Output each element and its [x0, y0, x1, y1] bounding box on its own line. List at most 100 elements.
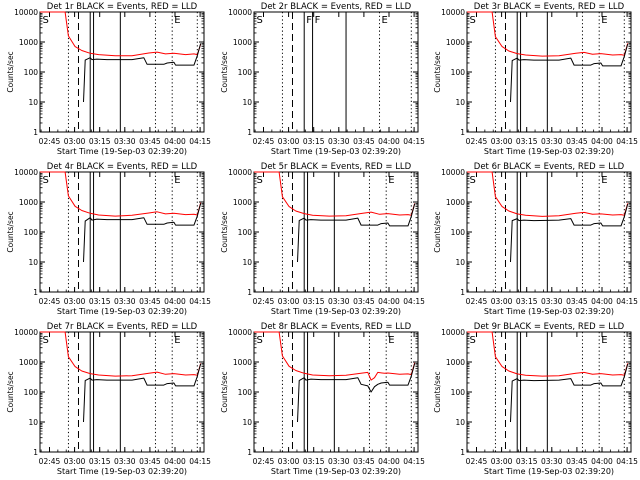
x-axis-label: Start Time (19-Sep-03 02:39:20) [57, 307, 187, 316]
y-tick-label: 10 [242, 258, 252, 267]
y-tick-label: 1 [460, 128, 465, 137]
x-tick-label: 03:45 [139, 457, 161, 466]
x-tick-label: 03:30 [328, 137, 350, 146]
y-tick-label: 1000 [19, 38, 38, 47]
x-axis-label: Start Time (19-Sep-03 02:39:20) [484, 307, 614, 316]
x-tick-label: 04:15 [616, 297, 638, 306]
panel-title: Det 9r BLACK = Events, RED = LLD [474, 322, 625, 332]
y-tick-label: 10000 [14, 168, 38, 177]
x-tick-label: 02:45 [253, 457, 275, 466]
x-tick-label: 02:45 [466, 137, 488, 146]
y-tick-label: 10000 [228, 168, 252, 177]
y-tick-label: 10 [455, 98, 465, 107]
chart-panel-6: Det 6r BLACK = Events, RED = LLD 1 10 100 10… [433, 162, 638, 316]
plot-frame [253, 331, 419, 453]
plot-frame [253, 171, 419, 293]
x-tick-label: 03:15 [89, 297, 111, 306]
x-tick-label: 03:00 [278, 457, 300, 466]
x-tick-label: 03:45 [566, 457, 588, 466]
panel-corner-label: S [43, 335, 49, 346]
y-axis-label: Counts/sec [220, 51, 229, 92]
plot-frame [466, 11, 632, 133]
marker-label: E [174, 15, 180, 26]
marker-label: E [174, 175, 180, 186]
x-tick-label: 02:45 [39, 457, 61, 466]
y-tick-label: 1000 [233, 198, 252, 207]
y-tick-label: 1 [460, 288, 465, 297]
x-tick-label: 03:15 [303, 137, 325, 146]
x-tick-label: 04:15 [189, 137, 211, 146]
marker-label: E [601, 335, 607, 346]
y-axis-label: Counts/sec [433, 371, 442, 412]
events-series-line [510, 363, 629, 423]
x-tick-label: 04:15 [189, 457, 211, 466]
panel-corner-label: S [43, 15, 49, 26]
x-tick-label: 03:30 [328, 297, 350, 306]
panel-title: Det 1r BLACK = Events, RED = LLD [47, 2, 198, 12]
y-tick-label: 1000 [233, 358, 252, 367]
x-tick-label: 03:15 [89, 457, 111, 466]
y-tick-label: 10000 [228, 328, 252, 337]
lld-series-line [40, 11, 202, 57]
marker-label: E [601, 15, 607, 26]
y-tick-label: 100 [238, 388, 253, 397]
chart-panel-8: Det 8r BLACK = Events, RED = LLD 1 10 100 10… [220, 322, 425, 476]
x-tick-label: 03:00 [278, 297, 300, 306]
y-tick-label: 10000 [14, 328, 38, 337]
x-tick-label: 03:30 [114, 457, 136, 466]
x-tick-label: 02:45 [253, 137, 275, 146]
x-tick-label: 03:45 [353, 457, 375, 466]
x-tick-label: 03:30 [541, 297, 563, 306]
x-tick-label: 04:15 [403, 137, 425, 146]
x-tick-label: 03:00 [491, 297, 513, 306]
x-axis-label: Start Time (19-Sep-03 02:39:20) [57, 467, 187, 476]
marker-label: E [174, 335, 180, 346]
y-tick-label: 10000 [14, 8, 38, 17]
x-tick-label: 03:00 [278, 137, 300, 146]
y-tick-label: 10 [242, 418, 252, 427]
chart-panel-2: Det 2r BLACK = Events, RED = LLD 1 10 100 10… [220, 2, 425, 156]
x-tick-label: 04:00 [591, 297, 613, 306]
chart-panel-7: Det 7r BLACK = Events, RED = LLD 1 10 100 10… [6, 322, 211, 476]
y-tick-label: 10 [28, 98, 38, 107]
x-tick-label: 04:00 [378, 297, 400, 306]
chart-panel-1: Det 1r BLACK = Events, RED = LLD 1 10 100 10… [6, 2, 211, 156]
panel-corner-label: S [257, 335, 263, 346]
panel-corner-label: S [470, 175, 476, 186]
events-series-line [510, 43, 629, 103]
x-axis-label: Start Time (19-Sep-03 02:39:20) [271, 147, 401, 156]
y-tick-label: 1000 [19, 358, 38, 367]
x-tick-label: 03:45 [353, 137, 375, 146]
y-tick-label: 10000 [228, 8, 252, 17]
y-tick-label: 1 [460, 448, 465, 457]
y-tick-label: 1 [247, 288, 252, 297]
events-series-line [297, 203, 416, 263]
events-series-line [510, 203, 629, 263]
x-tick-label: 04:15 [616, 137, 638, 146]
lld-series-line [467, 331, 629, 377]
y-tick-label: 1 [33, 448, 38, 457]
x-tick-label: 04:00 [591, 137, 613, 146]
x-tick-label: 03:45 [139, 297, 161, 306]
x-tick-label: 03:30 [114, 137, 136, 146]
events-series-line [297, 363, 416, 423]
lld-series-line [467, 171, 629, 217]
panel-corner-label: S [257, 175, 263, 186]
y-axis-label: Counts/sec [6, 371, 15, 412]
lld-series-line [40, 331, 202, 377]
y-tick-label: 10 [242, 98, 252, 107]
chart-panel-5: Det 5r BLACK = Events, RED = LLD 1 10 100 10… [220, 162, 425, 316]
y-tick-label: 100 [24, 68, 39, 77]
x-tick-label: 04:00 [164, 137, 186, 146]
x-tick-label: 03:30 [328, 457, 350, 466]
y-axis-label: Counts/sec [6, 51, 15, 92]
lld-series-line [254, 171, 416, 217]
panel-title: Det 3r BLACK = Events, RED = LLD [474, 2, 625, 12]
x-tick-label: 03:30 [541, 137, 563, 146]
panel-corner-label: S [43, 175, 49, 186]
panel-title: Det 8r BLACK = Events, RED = LLD [261, 322, 412, 332]
y-axis-label: Counts/sec [220, 371, 229, 412]
x-tick-label: 03:15 [303, 297, 325, 306]
x-tick-label: 04:15 [403, 297, 425, 306]
y-tick-label: 1 [247, 128, 252, 137]
